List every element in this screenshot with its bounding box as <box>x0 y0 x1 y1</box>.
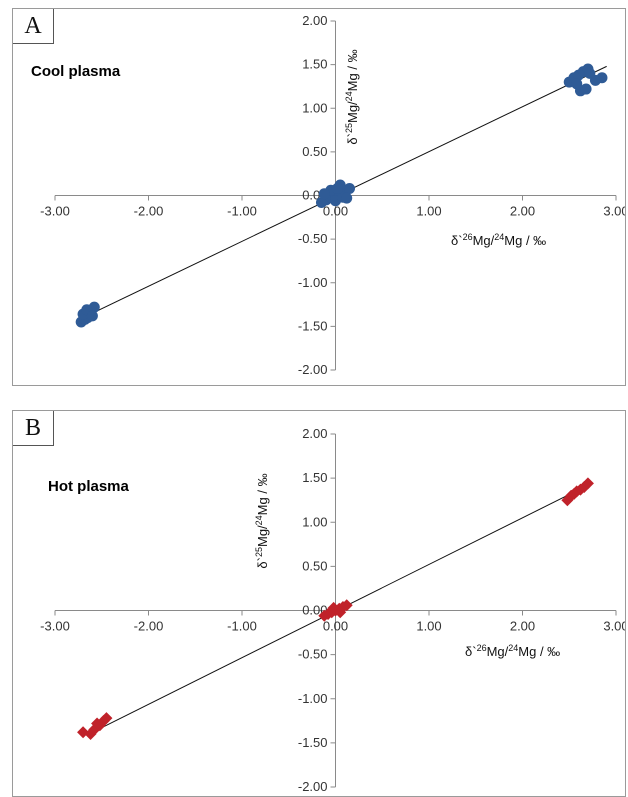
data-point <box>334 606 347 619</box>
x-tick-label: 1.00 <box>416 204 441 219</box>
data-point <box>77 726 90 739</box>
x-tick-label: 2.00 <box>510 619 535 634</box>
x-tick-label: -3.00 <box>40 619 70 634</box>
y-axis-title: δ`25Mg/24Mg / ‰ <box>344 49 360 144</box>
y-tick-label: -1.50 <box>298 735 328 750</box>
y-tick-label: -1.50 <box>298 318 328 333</box>
data-point <box>580 83 592 95</box>
data-point <box>100 712 113 725</box>
data-point <box>86 310 98 322</box>
data-point <box>581 477 594 490</box>
x-tick-label: -1.00 <box>227 204 257 219</box>
y-tick-label: 2.00 <box>302 13 327 28</box>
x-axis-title: δ`26Mg/24Mg / ‰ <box>465 643 560 659</box>
panel-a: -3.00 -2.00 -1.00 0.00 1.00 2.00 3.00 2.00 1.50 1… <box>12 8 626 386</box>
y-tick-label: -0.50 <box>298 647 328 662</box>
plot-label-b: Hot plasma <box>48 478 129 495</box>
panel-letter-b: B <box>13 411 54 446</box>
y-tick-label: 1.00 <box>302 100 327 115</box>
plot-label-a: Cool plasma <box>31 63 121 80</box>
x-tick-label: -2.00 <box>134 204 164 219</box>
x-axis-title: δ`26Mg/24Mg / ‰ <box>451 232 546 248</box>
data-point <box>584 67 596 79</box>
x-tick-label: -2.00 <box>134 619 164 634</box>
panel-b: -3.00 -2.00 -1.00 0.00 1.00 2.00 3.00 2.00 1.50 1… <box>12 410 626 797</box>
data-point <box>567 488 580 501</box>
data-point <box>91 717 104 730</box>
x-tick-label: -3.00 <box>40 204 70 219</box>
data-point <box>318 188 330 200</box>
x-tick-label: -1.00 <box>227 619 257 634</box>
y-tick-label: -2.00 <box>298 779 328 794</box>
data-point <box>340 599 353 612</box>
y-tick-label: 1.50 <box>302 57 327 72</box>
y-tick-label: -1.00 <box>298 275 328 290</box>
chart-b-svg: -3.00 -2.00 -1.00 0.00 1.00 2.00 3.00 2.00 1.50 1… <box>40 426 625 794</box>
y-tick-label: -0.50 <box>298 231 328 246</box>
x-tick-label: 0.00 <box>323 204 348 219</box>
y-tick-label: 0.50 <box>302 558 327 573</box>
y-tick-label: 1.00 <box>302 514 327 529</box>
y-axis-title: δ`25Mg/24Mg / ‰ <box>254 473 270 568</box>
x-tick-label: 1.00 <box>416 619 441 634</box>
data-point <box>341 192 353 204</box>
chart-a-svg: -3.00 -2.00 -1.00 0.00 1.00 2.00 3.00 2.00 1.50 1… <box>40 13 625 377</box>
x-tick-label: 2.00 <box>510 204 535 219</box>
y-tick-label: 1.50 <box>302 470 327 485</box>
y-tick-label: -2.00 <box>298 362 328 377</box>
y-tick-label: 2.00 <box>302 426 327 441</box>
y-tick-label: 0.50 <box>302 144 327 159</box>
x-tick-label: 0.00 <box>323 619 348 634</box>
panel-letter-a: A <box>13 9 54 44</box>
data-point <box>571 78 583 90</box>
data-point <box>331 183 343 195</box>
y-tick-label: -1.00 <box>298 691 328 706</box>
data-point <box>596 72 608 84</box>
data-point <box>344 183 356 195</box>
x-tick-label: 3.00 <box>603 619 625 634</box>
x-tick-label: 3.00 <box>603 204 625 219</box>
